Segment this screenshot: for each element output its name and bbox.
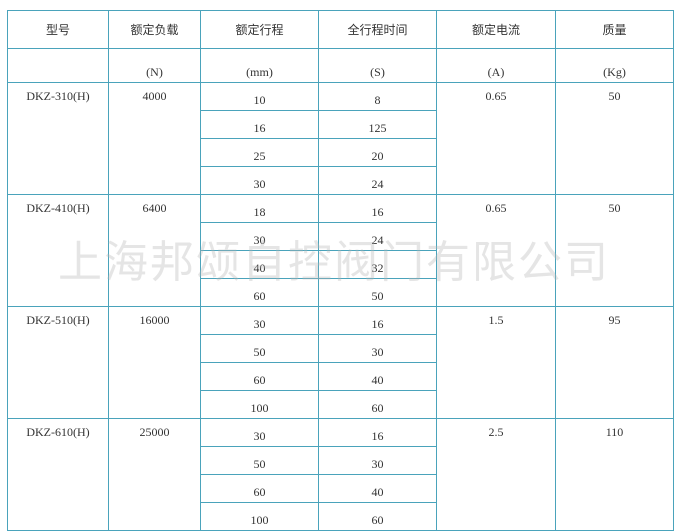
stroke-cell: 50 [200,446,319,475]
table-row: 40 32 [8,250,674,279]
time-cell: 40 [318,474,437,503]
stroke-cell: 30 [200,166,319,195]
time-cell: 16 [318,194,437,223]
time-cell: 20 [318,138,437,167]
spec-table: 型号 额定负载 额定行程 全行程时间 额定电流 质量 (N) (mm) (S) … [7,10,674,531]
time-cell: 16 [318,306,437,335]
load-cell: 4000 [108,82,201,195]
unit-mass: (Kg) [555,48,674,83]
time-cell: 125 [318,110,437,139]
time-cell: 30 [318,446,437,475]
table-row: DKZ-410(H) 6400 18 16 0.65 50 [7,194,674,307]
time-cell: 16 [318,418,437,447]
table-row: DKZ-310(H) 4000 10 8 0.65 50 [7,82,674,195]
stroke-cell: 40 [200,250,319,279]
current-cell: 2.5 [436,418,556,531]
header-load: 额定负载 [108,10,201,49]
stroke-cell: 100 [200,502,319,531]
mass-cell: 50 [555,194,674,307]
unit-stroke: (mm) [200,48,319,83]
time-cell: 30 [318,334,437,363]
stroke-cell: 30 [200,306,319,335]
table-row: DKZ-510(H) 16000 30 16 1.5 95 [7,306,674,419]
header-model: 型号 [7,10,109,49]
time-cell: 40 [318,362,437,391]
current-cell: 0.65 [436,82,556,195]
mass-cell: 50 [555,82,674,195]
unit-time: (S) [318,48,437,83]
stroke-cell: 25 [200,138,319,167]
time-cell: 50 [318,278,437,307]
stroke-cell: 30 [200,222,319,251]
stroke-cell: 30 [200,418,319,447]
stroke-cell: 50 [200,334,319,363]
unit-load: (N) [108,48,201,83]
table-row: 60 40 [8,362,674,391]
units-row: (N) (mm) (S) (A) (Kg) [7,48,674,83]
stroke-cell: 16 [200,110,319,139]
header-mass: 质量 [555,10,674,49]
stroke-cell: 60 [200,362,319,391]
model-cell: DKZ-510(H) [7,306,109,419]
mass-cell: 95 [555,306,674,419]
stroke-cell: 10 [200,82,319,111]
time-cell: 60 [318,390,437,419]
mass-cell: 110 [555,418,674,531]
stroke-cell: 60 [200,278,319,307]
table-row: 60 50 [8,278,674,307]
stroke-cell: 60 [200,474,319,503]
unit-current: (A) [436,48,556,83]
header-stroke: 额定行程 [200,10,319,49]
current-cell: 0.65 [436,194,556,307]
table-row: 100 60 [8,390,674,419]
table-row: 50 30 [8,334,674,363]
table-row: 16 125 [8,110,674,139]
table-row: 30 24 [8,222,674,251]
load-cell: 25000 [108,418,201,531]
time-cell: 8 [318,82,437,111]
load-cell: 6400 [108,194,201,307]
time-cell: 32 [318,250,437,279]
stroke-cell: 100 [200,390,319,419]
model-cell: DKZ-410(H) [7,194,109,307]
stroke-cell: 18 [200,194,319,223]
unit-model [7,48,109,83]
header-row: 型号 额定负载 额定行程 全行程时间 额定电流 质量 [7,10,674,49]
header-current: 额定电流 [436,10,556,49]
time-cell: 24 [318,222,437,251]
table-row: 30 24 [8,166,674,195]
model-cell: DKZ-310(H) [7,82,109,195]
time-cell: 24 [318,166,437,195]
model-cell: DKZ-610(H) [7,418,109,531]
time-cell: 60 [318,502,437,531]
table-row: DKZ-610(H) 25000 30 16 2.5 110 [7,418,674,531]
current-cell: 1.5 [436,306,556,419]
header-time: 全行程时间 [318,10,437,49]
load-cell: 16000 [108,306,201,419]
